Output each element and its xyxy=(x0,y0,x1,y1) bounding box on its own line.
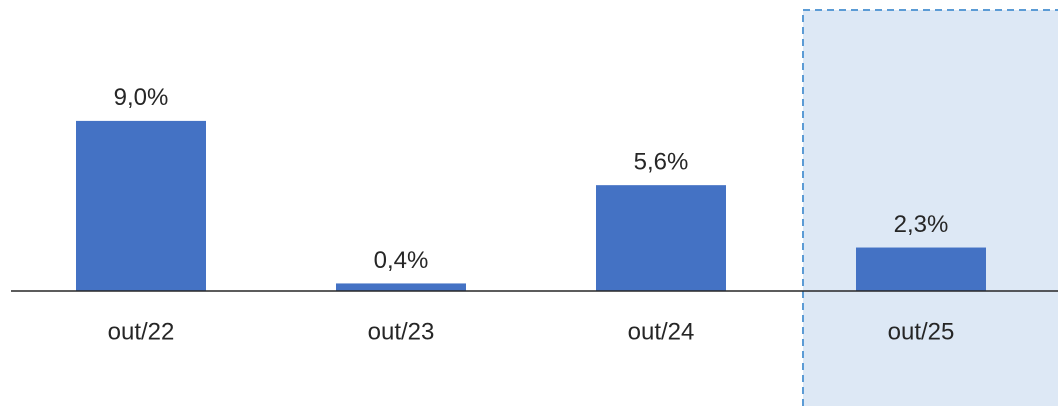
highlight-box xyxy=(803,10,1058,406)
value-label: 5,6% xyxy=(634,149,689,176)
value-label: 2,3% xyxy=(894,211,949,238)
x-tick-label: out/23 xyxy=(368,318,435,345)
bar xyxy=(76,120,206,292)
value-label: 9,0% xyxy=(114,84,169,111)
bar xyxy=(856,247,986,291)
x-tick-label: out/25 xyxy=(888,318,955,345)
highlight-border xyxy=(802,9,1058,406)
value-label: 0,4% xyxy=(374,247,429,274)
x-tick-label: out/22 xyxy=(108,318,175,345)
x-tick-label: out/24 xyxy=(628,318,695,345)
bar xyxy=(336,283,466,291)
bar xyxy=(596,185,726,291)
